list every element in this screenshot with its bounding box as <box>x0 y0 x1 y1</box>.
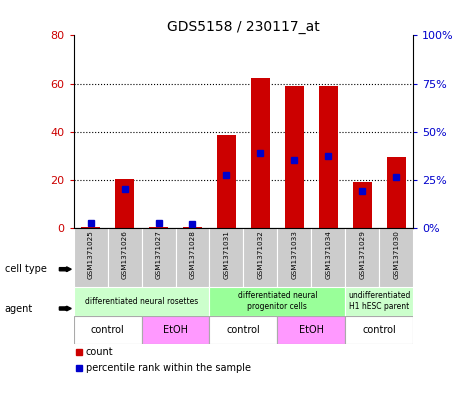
Bar <box>74 286 209 316</box>
Text: GSM1371034: GSM1371034 <box>325 230 332 279</box>
Text: GSM1371027: GSM1371027 <box>155 230 162 279</box>
Bar <box>142 316 209 344</box>
Bar <box>312 228 345 286</box>
Text: control: control <box>362 325 396 335</box>
Text: GSM1371025: GSM1371025 <box>87 230 94 279</box>
Bar <box>209 228 243 286</box>
Bar <box>285 86 304 228</box>
Bar <box>387 157 406 228</box>
Text: undifferentiated
H1 hESC parent: undifferentiated H1 hESC parent <box>348 291 410 311</box>
Bar <box>149 227 168 228</box>
Text: GSM1371029: GSM1371029 <box>359 230 365 279</box>
Bar <box>345 316 413 344</box>
Bar <box>277 228 311 286</box>
Bar <box>251 77 270 228</box>
Bar <box>183 227 202 228</box>
Text: differentiated neural rosettes: differentiated neural rosettes <box>85 297 198 306</box>
Text: agent: agent <box>5 303 33 314</box>
Text: GSM1371032: GSM1371032 <box>257 230 264 279</box>
Text: control: control <box>91 325 124 335</box>
Bar <box>107 228 142 286</box>
Title: GDS5158 / 230117_at: GDS5158 / 230117_at <box>167 20 320 34</box>
Bar <box>243 228 277 286</box>
Text: percentile rank within the sample: percentile rank within the sample <box>86 363 250 373</box>
Bar <box>353 182 371 228</box>
Bar <box>209 316 277 344</box>
Text: EtOH: EtOH <box>299 325 324 335</box>
Text: GSM1371031: GSM1371031 <box>223 230 229 279</box>
Bar <box>345 228 379 286</box>
Bar <box>176 228 209 286</box>
Bar <box>81 227 100 228</box>
Text: GSM1371033: GSM1371033 <box>291 230 297 279</box>
Text: EtOH: EtOH <box>163 325 188 335</box>
Text: count: count <box>86 347 113 357</box>
Text: GSM1371030: GSM1371030 <box>393 230 399 279</box>
Text: cell type: cell type <box>5 264 47 274</box>
Bar <box>277 316 345 344</box>
Text: differentiated neural
progenitor cells: differentiated neural progenitor cells <box>238 291 317 311</box>
Bar <box>209 286 345 316</box>
Text: control: control <box>227 325 260 335</box>
Bar <box>74 228 107 286</box>
Bar <box>217 135 236 228</box>
Text: GSM1371028: GSM1371028 <box>190 230 196 279</box>
Bar <box>319 86 338 228</box>
Bar <box>345 286 413 316</box>
Bar <box>379 228 413 286</box>
Bar <box>74 316 142 344</box>
Text: GSM1371026: GSM1371026 <box>122 230 128 279</box>
Bar <box>142 228 176 286</box>
Bar <box>115 179 134 228</box>
